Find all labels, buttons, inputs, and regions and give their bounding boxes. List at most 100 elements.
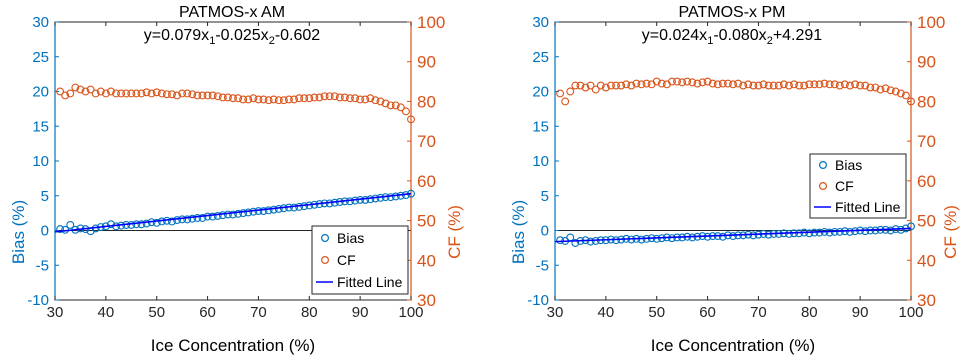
cf-point [56, 87, 65, 96]
panel-am-x-label: Ice Concentration (%) [151, 336, 315, 355]
cf-point [157, 89, 166, 98]
cf-point [91, 89, 100, 98]
x-tick-label: 100 [398, 304, 423, 321]
cf-point [698, 78, 707, 87]
cf-point [759, 80, 768, 89]
cf-point [566, 87, 575, 96]
panel-am: PATMOS-x AM y=0.079x1-0.025x2-0.602 30 40… [9, 4, 464, 355]
panel-am-right-ticks: 30 40 50 60 70 80 90 100 [407, 13, 445, 310]
panel-pm-legend-cf: CF [835, 178, 854, 194]
bias-point [213, 211, 222, 220]
left-tick-label: 10 [532, 153, 549, 170]
left-tick-label: 20 [532, 84, 549, 101]
bias-point [637, 235, 646, 244]
left-tick-label: 15 [32, 118, 49, 135]
cf-point [381, 99, 390, 108]
cf-point [66, 89, 75, 98]
bias-point [556, 236, 565, 245]
panel-am-left-ticks: -10 -5 0 5 10 15 20 25 30 [27, 14, 59, 309]
cf-point [259, 95, 268, 104]
cf-point [254, 95, 263, 104]
panel-pm-x-label: Ice Concentration (%) [651, 336, 815, 355]
cf-point [866, 83, 875, 92]
cf-point [800, 81, 809, 90]
cf-point [295, 94, 304, 103]
x-tick-label: 50 [148, 304, 165, 321]
cf-point [361, 95, 370, 104]
panel-pm-title: PATMOS-x PM [679, 4, 786, 21]
x-tick-label: 40 [598, 304, 615, 321]
panel-pm-right-label: CF (%) [941, 205, 960, 259]
bias-point [907, 222, 915, 231]
cf-point [208, 91, 217, 100]
cf-point [147, 89, 156, 98]
panel-pm-x-ticks: 30 40 50 60 70 80 90 100 [547, 22, 924, 321]
cf-point [606, 81, 615, 90]
bias-point [749, 231, 758, 240]
panel-am-x-ticks: 30 40 50 60 70 80 90 100 [47, 22, 424, 321]
right-tick-label: 100 [917, 13, 945, 32]
cf-point [178, 89, 187, 98]
cf-point [122, 89, 131, 98]
x-tick-label: 60 [699, 304, 716, 321]
cf-point [193, 91, 202, 100]
bias-point [218, 211, 227, 220]
bias-point [168, 217, 176, 226]
left-tick-label: 20 [32, 84, 49, 101]
cf-point [401, 107, 410, 116]
cf-point [825, 80, 834, 89]
panel-am-right-label: CF (%) [445, 205, 464, 259]
cf-point [708, 79, 717, 88]
panel-am-equation: y=0.079x1-0.025x2-0.602 [144, 27, 320, 47]
cf-point [729, 80, 737, 89]
cf-point [315, 93, 324, 102]
right-tick-label: 30 [917, 291, 936, 310]
cf-point [300, 94, 309, 103]
right-tick-label: 80 [917, 92, 936, 111]
panel-pm-left-label: Bias (%) [509, 200, 528, 264]
cf-point [183, 89, 192, 98]
cf-point [744, 80, 753, 89]
right-tick-label: 90 [417, 53, 436, 72]
cf-point [61, 91, 70, 100]
left-tick-label: -10 [27, 292, 49, 309]
right-tick-label: 50 [917, 212, 936, 231]
panel-pm-legend-bias-marker [818, 161, 827, 170]
cf-point [815, 80, 824, 89]
cf-point [162, 90, 171, 99]
bias-point [173, 216, 182, 225]
bias-point [127, 220, 136, 229]
x-tick-label: 90 [852, 304, 869, 321]
cf-point [901, 91, 910, 100]
panel-am-plot-area: 30 40 50 60 70 80 90 100 -10 -5 0 5 10 15 20 25 30 30 40… [27, 13, 445, 321]
cf-point [657, 79, 666, 88]
cf-point [188, 90, 197, 99]
x-tick-label: 60 [199, 304, 216, 321]
cf-point [820, 79, 829, 88]
cf-point [612, 81, 620, 90]
cf-point [376, 97, 385, 106]
cf-point [223, 93, 232, 102]
panel-am-legend-fit: Fitted Line [337, 274, 403, 290]
cf-point [754, 81, 763, 90]
cf-point [871, 83, 880, 92]
cf-point [784, 81, 793, 90]
cf-point [152, 88, 161, 97]
bias-point [259, 207, 268, 215]
cf-point [229, 94, 237, 103]
bias-point [652, 234, 661, 243]
bias-point [805, 229, 814, 238]
left-tick-label: 15 [532, 118, 549, 135]
cf-point [239, 95, 248, 104]
panel-am-fitted-line [54, 192, 412, 233]
cf-point [371, 96, 380, 105]
panel-am-title: PATMOS-x AM [179, 4, 285, 21]
cf-point [688, 78, 697, 87]
bias-point [846, 227, 854, 236]
bias-point [386, 193, 395, 202]
cf-point [290, 95, 298, 104]
cf-point [284, 95, 293, 104]
cf-point [673, 77, 682, 86]
cf-point [396, 103, 405, 112]
